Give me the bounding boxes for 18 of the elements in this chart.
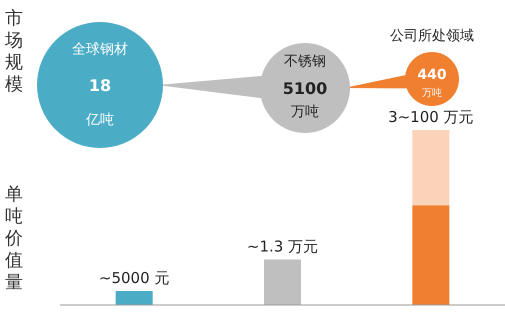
data-label: 18 <box>88 76 112 95</box>
category-label: 不锈钢 <box>284 54 326 70</box>
text: 万吨 <box>291 104 319 120</box>
text: 3~100 万元 <box>388 108 474 126</box>
bar <box>412 205 450 305</box>
annotation: ~1.3 万元 <box>246 238 318 256</box>
y-axis-title: 单吨价值量 <box>4 184 23 293</box>
annotation: ~5000 元 <box>98 269 170 287</box>
text: 万吨 <box>422 87 442 99</box>
category-label: 全球钢材 <box>72 42 128 58</box>
bar <box>116 291 153 305</box>
data-label: 5100 <box>282 79 328 98</box>
text: 亿吨 <box>85 112 114 128</box>
text: 市场规模 <box>4 8 23 95</box>
data-label: 440 <box>417 67 447 83</box>
bar <box>412 130 450 206</box>
bar <box>264 260 301 305</box>
category-label: 公司所处领域 <box>390 28 474 44</box>
